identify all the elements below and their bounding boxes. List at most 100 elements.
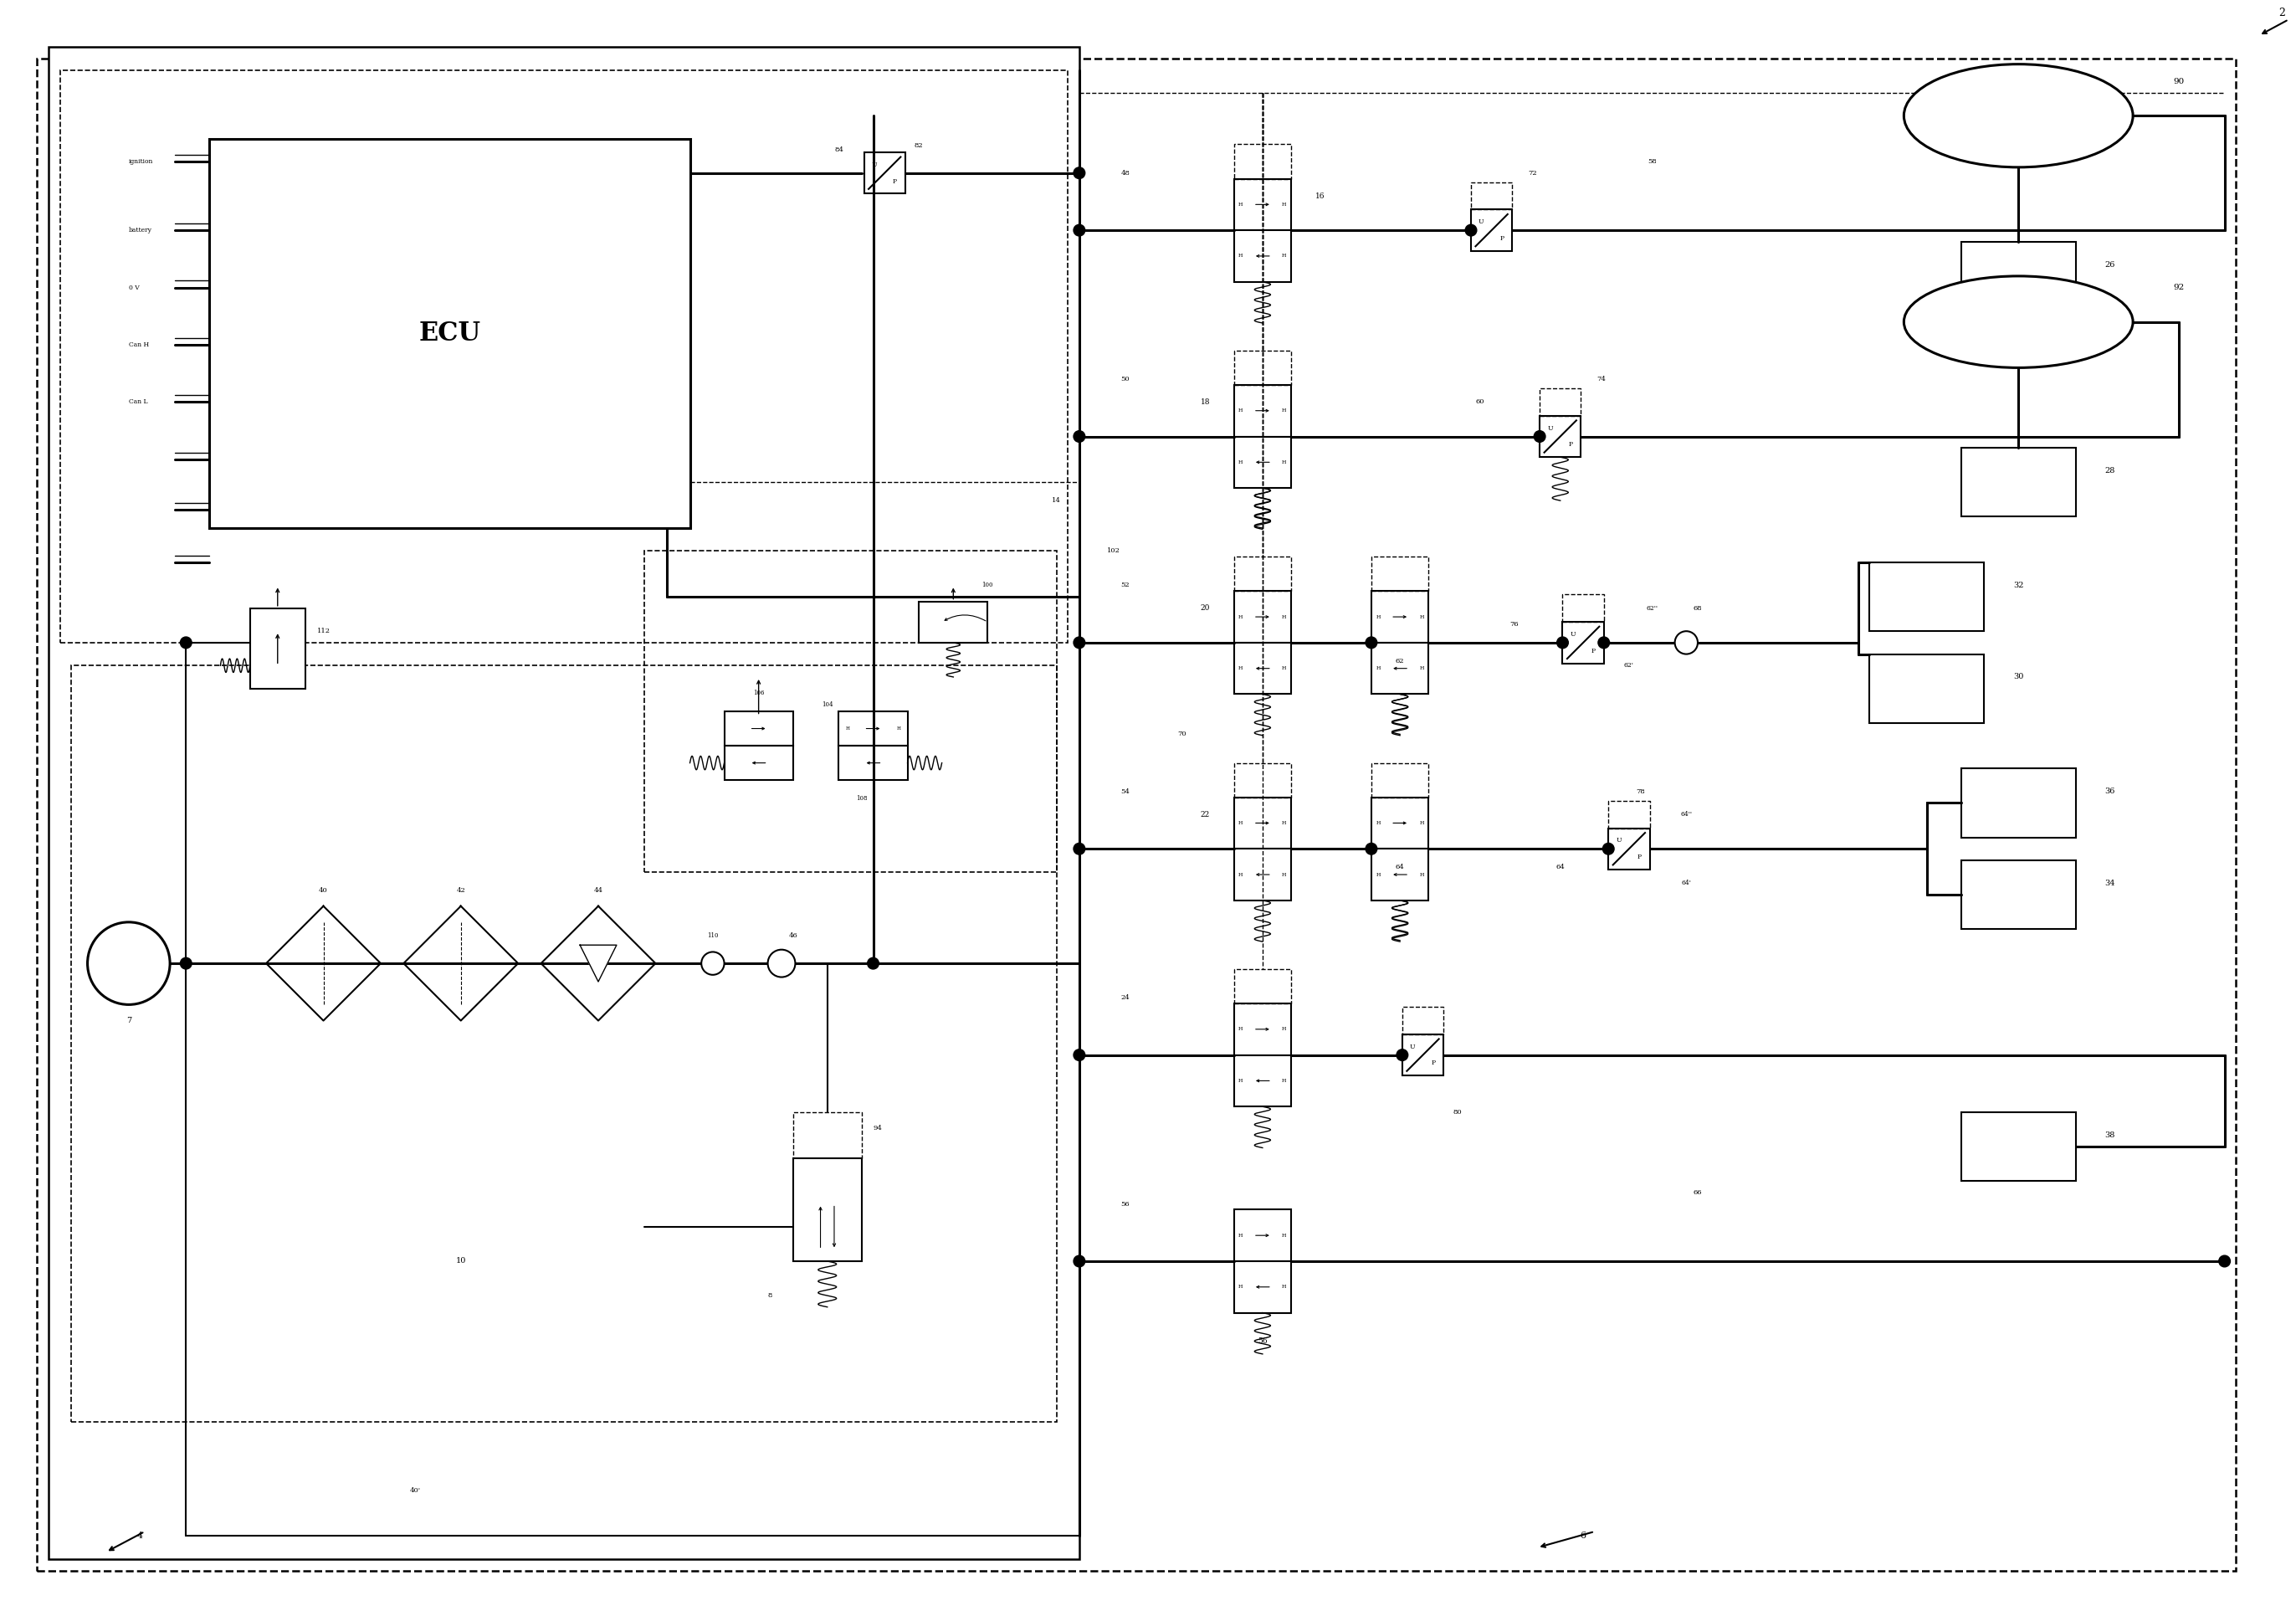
Text: 74: 74 [1598,376,1607,382]
Text: P: P [893,178,898,185]
Text: 16: 16 [1316,193,1325,199]
Circle shape [1674,631,1697,654]
Text: P: P [1568,442,1573,448]
Text: H: H [1281,1028,1286,1031]
Text: 18: 18 [1201,398,1210,406]
Bar [1233,1261,1290,1312]
Text: U: U [1616,837,1621,843]
Text: 108: 108 [856,795,868,801]
Text: H: H [1238,615,1242,618]
Text: H: H [1281,1285,1286,1290]
Text: 0 V: 0 V [129,284,140,291]
Text: 84: 84 [833,146,843,154]
Bar [838,711,907,745]
Circle shape [1075,167,1086,178]
Bar [1233,591,1290,642]
Circle shape [700,952,723,975]
Text: H: H [845,726,850,731]
Bar [1869,654,1984,723]
Text: H: H [1238,408,1242,413]
Text: 64: 64 [1557,864,1566,870]
Bar [1961,769,2076,837]
Text: 22: 22 [1201,811,1210,817]
Text: H: H [1238,872,1242,877]
Text: H: H [1281,666,1286,670]
Bar [1233,968,1290,1004]
Text: ECU: ECU [418,320,480,347]
Text: Can L: Can L [129,398,147,405]
Bar [1233,1004,1290,1055]
Bar [1233,797,1290,850]
Text: 2: 2 [2278,6,2285,18]
Text: 72: 72 [1529,170,1538,177]
Text: 6: 6 [1580,1532,1587,1540]
Bar [209,138,689,528]
Circle shape [1534,430,1545,442]
Text: P: P [1499,234,1504,243]
Text: 30: 30 [2014,673,2023,681]
Text: battery: battery [129,226,152,233]
Text: 94: 94 [872,1124,882,1132]
Text: H: H [1281,615,1286,618]
Text: 7: 7 [126,1017,131,1025]
Text: H: H [1375,872,1380,877]
Text: H: H [1281,1079,1286,1082]
Text: H: H [1238,1233,1242,1238]
Text: H: H [1238,1079,1242,1082]
Circle shape [1396,1049,1407,1060]
Text: 62': 62' [1623,662,1635,668]
Bar [1233,763,1290,797]
Ellipse shape [1903,64,2133,167]
Circle shape [1075,225,1086,236]
Text: H: H [895,726,900,731]
Text: 80: 80 [1453,1108,1463,1116]
Text: 64: 64 [1396,864,1405,870]
Circle shape [767,949,794,976]
Bar [1233,1209,1290,1261]
Circle shape [1075,430,1086,442]
Text: 78: 78 [1637,789,1644,795]
Circle shape [2218,1256,2229,1267]
Text: 34: 34 [2105,880,2115,887]
Text: 14: 14 [1052,498,1061,504]
Text: 92: 92 [2174,284,2183,291]
Text: 102: 102 [1107,548,1120,554]
Text: P: P [1637,854,1642,861]
Text: H: H [1281,821,1286,825]
Text: H: H [1419,666,1424,670]
Text: 64': 64' [1681,880,1692,887]
Text: 40: 40 [319,887,328,893]
Ellipse shape [1903,276,2133,368]
Text: 62: 62 [1396,657,1405,665]
Bar [1472,210,1513,251]
Bar [250,609,305,689]
Text: 70: 70 [1178,731,1187,737]
Circle shape [181,957,191,968]
Bar [1609,801,1649,829]
Bar [1541,416,1582,458]
Text: 90: 90 [2174,77,2183,85]
Text: 64'': 64'' [1681,811,1692,817]
Bar [1233,1055,1290,1107]
Circle shape [1366,638,1378,649]
Bar [1233,437,1290,488]
Bar [1403,1007,1444,1034]
Circle shape [1603,843,1614,854]
Text: H: H [1281,254,1286,259]
Text: 82: 82 [914,143,923,149]
Text: H: H [1375,615,1380,618]
Text: H: H [1238,254,1242,259]
Text: P: P [1591,647,1596,654]
Text: 44: 44 [595,887,604,893]
Text: 104: 104 [822,702,833,708]
Text: U: U [872,161,877,169]
Bar [71,665,1056,1421]
Text: P: P [1430,1060,1435,1066]
Bar [1371,850,1428,901]
Text: H: H [1419,821,1424,825]
Bar [863,153,905,194]
Text: Can H: Can H [129,342,149,349]
Text: 4: 4 [138,1532,142,1540]
Text: 62'': 62'' [1646,605,1658,612]
Text: H: H [1375,666,1380,670]
